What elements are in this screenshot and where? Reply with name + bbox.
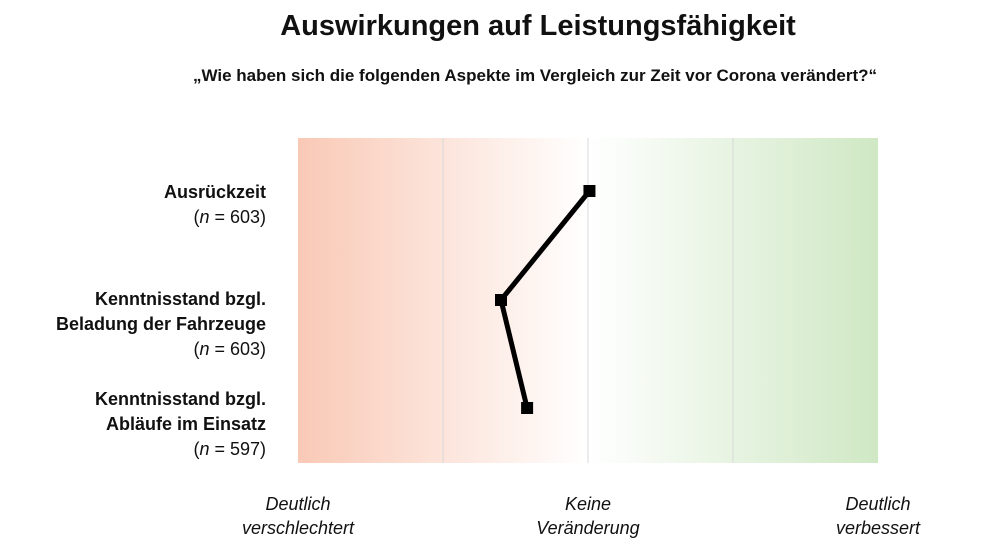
category-label-line: Kenntnisstand bzgl. <box>95 389 266 409</box>
x-tick-label: Deutlich verschlechtert <box>241 494 355 538</box>
data-point-marker <box>521 402 534 414</box>
chart-subtitle: „Wie haben sich die folgenden Aspekte im… <box>192 66 878 85</box>
sample-size-label: (n = 603) <box>193 207 266 227</box>
category-label: Kenntnisstand bzgl. Beladung der Fahrzeug… <box>56 287 266 362</box>
sample-size-label: (n = 597) <box>193 439 266 459</box>
data-point-marker <box>583 185 596 197</box>
category-label-line: Ausrückzeit <box>163 182 266 202</box>
category-label-line: Abläufe im Einsatz <box>105 414 266 434</box>
x-tick-label: Keine Veränderung <box>536 494 640 538</box>
sample-size-label: (n = 603) <box>193 339 266 359</box>
category-label-line: Beladung der Fahrzeuge <box>55 314 266 334</box>
x-tick-label: Deutlich verbessert <box>835 494 921 538</box>
category-label: Ausrückzeit (n = 603) <box>164 180 266 230</box>
category-label: Kenntnisstand bzgl. Abläufe im Einsatz (n … <box>95 387 266 462</box>
category-label-line: Kenntnisstand bzgl. <box>95 289 266 309</box>
chart-title: Auswirkungen auf Leistungsfähigkeit <box>280 10 796 42</box>
data-point-marker <box>495 294 507 306</box>
